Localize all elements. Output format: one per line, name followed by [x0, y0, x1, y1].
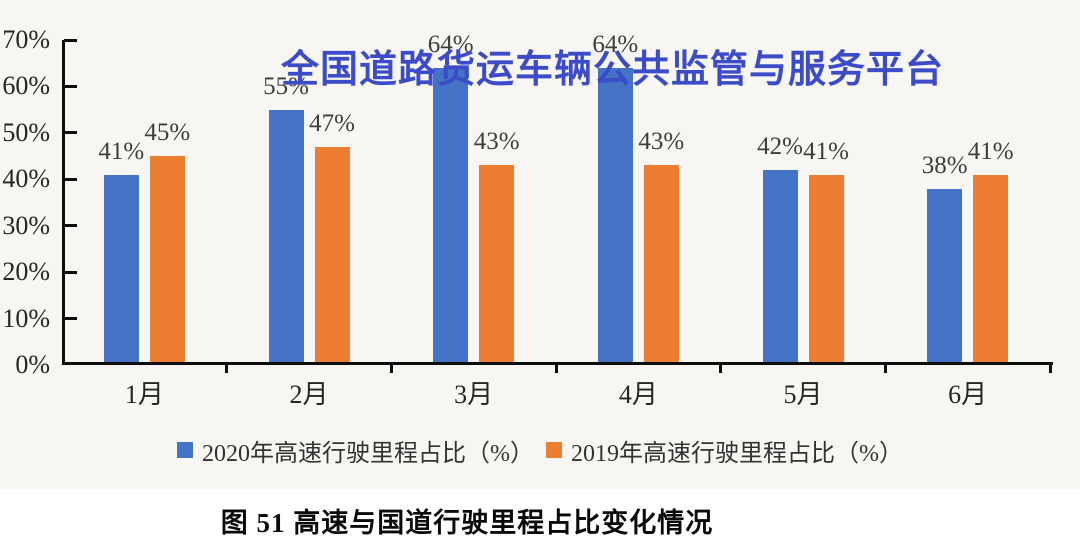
- bar-2020: [762, 170, 798, 362]
- y-axis-tick: [64, 84, 77, 88]
- legend-label-2019: 2019年高速行驶里程占比（%）: [571, 440, 903, 467]
- figure-caption: 图 51 高速与国道行驶里程占比变化情况: [220, 508, 714, 538]
- x-axis-label: 4月: [618, 380, 658, 409]
- y-axis-tick: [64, 38, 77, 42]
- x-axis-label: 2月: [289, 380, 329, 409]
- bar-value-label: 45%: [144, 119, 191, 147]
- bar-value-label: 41%: [98, 137, 145, 165]
- y-axis-label: 60%: [2, 71, 50, 101]
- bar-value-label: 41%: [803, 137, 849, 165]
- x-axis-tick: [225, 362, 229, 373]
- y-axis-label: 40%: [2, 164, 50, 194]
- bar-2019: [808, 174, 844, 362]
- y-axis-tick: [64, 317, 77, 321]
- bar-2020: [597, 67, 633, 362]
- y-axis-tick: [64, 177, 77, 181]
- legend-label-2020: 2020年高速行驶里程占比（%）: [202, 440, 534, 467]
- x-axis-tick: [1048, 362, 1052, 373]
- bar-value-label: 64%: [427, 30, 474, 58]
- bar-2020: [433, 67, 469, 362]
- caption-row: 图 51 高速与国道行驶里程占比变化情况: [0, 503, 934, 543]
- y-axis-label: 0%: [15, 350, 50, 379]
- bar-value-label: 41%: [967, 137, 1014, 165]
- y-axis-line: [62, 40, 65, 365]
- bar-chart-canvas: 0% 10% 20% 30% 40% 50% 60% 70% 41% 45% 1月 55% 47% 2月 6…: [0, 0, 1080, 489]
- x-axis-tick: [554, 362, 558, 373]
- legend-swatch-2020: [177, 442, 193, 458]
- y-axis-label: 20%: [2, 257, 50, 287]
- bar-2019: [314, 146, 350, 362]
- bar-2019: [479, 165, 515, 362]
- bar-value-label: 55%: [263, 72, 309, 100]
- bar-value-label: 42%: [757, 133, 803, 160]
- bar-value-label: 38%: [921, 151, 968, 179]
- x-axis-tick: [883, 362, 887, 373]
- x-axis-label: 5月: [783, 380, 823, 409]
- bar-2019: [973, 174, 1009, 362]
- bar-value-label: 47%: [309, 109, 355, 137]
- y-axis-label: 30%: [2, 210, 50, 240]
- bar-value-label: 43%: [638, 128, 685, 156]
- legend-item-2020: 2020年高速行驶里程占比（%）: [177, 433, 534, 468]
- bar-value-label: 64%: [592, 30, 639, 58]
- x-axis-tick: [389, 362, 393, 373]
- bar-2019: [643, 165, 679, 362]
- y-axis-tick: [64, 131, 77, 135]
- watermark-title: 全国道路货运车辆公共监管与服务平台: [281, 49, 945, 91]
- x-axis-label: 1月: [124, 380, 164, 409]
- x-axis-label: 6月: [948, 380, 988, 409]
- legend-item-2019: 2019年高速行驶里程占比（%）: [546, 433, 903, 468]
- bar-value-label: 43%: [473, 128, 520, 156]
- y-axis-tick: [64, 224, 77, 228]
- x-axis-tick: [719, 362, 723, 373]
- bar-2019: [149, 156, 185, 362]
- y-axis-label: 50%: [2, 117, 50, 147]
- chart-legend: 2020年高速行驶里程占比（%） 2019年高速行驶里程占比（%）: [0, 436, 1080, 467]
- x-axis-line: [62, 362, 1053, 365]
- y-axis-tick: [64, 270, 77, 274]
- y-axis-label: 10%: [2, 303, 50, 333]
- bar-2020: [103, 174, 139, 362]
- legend-swatch-2019: [546, 442, 562, 458]
- bar-2020: [927, 188, 963, 362]
- bar-2020: [268, 109, 304, 362]
- x-axis-label: 3月: [454, 380, 494, 409]
- y-axis-label: 70%: [2, 25, 50, 54]
